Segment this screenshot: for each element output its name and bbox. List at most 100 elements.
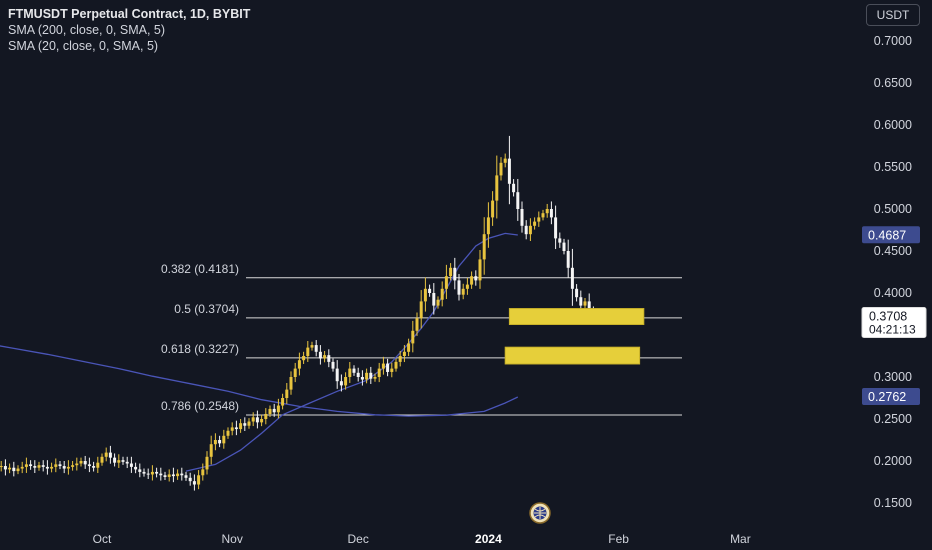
candle-body [499,162,503,176]
candle [545,203,549,218]
candle [575,284,579,302]
candle-body [419,301,423,319]
candle [331,358,335,372]
candle [554,205,558,250]
candle-body [440,288,444,300]
candle-body [188,477,192,482]
candle-body [289,377,293,390]
candle-body [163,475,167,477]
candle-body [587,301,591,314]
candle [92,461,96,472]
candle [453,257,457,290]
target-zone[interactable] [504,346,641,365]
candle-body [226,430,230,436]
candle [281,393,285,410]
globe-icon[interactable] [529,502,551,524]
candle-body [549,209,553,218]
candle [457,273,461,301]
candle [87,457,91,473]
candle [495,155,499,219]
candle [285,382,289,404]
candle-body [554,217,558,239]
sma-price-box [862,226,920,244]
candle [71,461,75,471]
candle-body [335,368,339,382]
zones [504,308,645,365]
candle [247,418,251,429]
candle [163,471,167,480]
candle-body [176,473,180,477]
sma-price-label: 0.4687 [868,228,906,242]
candle [276,398,280,419]
candle-body [402,351,406,356]
candle [268,405,272,417]
candle-body [45,466,49,469]
candle [54,458,58,473]
candle [528,218,532,242]
candle [428,284,432,297]
candle-body [54,464,58,467]
candle [62,461,66,474]
candle [226,427,230,439]
candle [188,472,192,486]
candle-body [524,225,528,235]
candle [486,202,490,248]
x-tick-label: Oct [93,532,112,546]
candle [201,463,205,481]
candle-body [436,299,440,306]
target-zone[interactable] [508,308,645,326]
y-tick-label: 0.4500 [874,244,912,258]
sma-20-legend[interactable]: SMA (20, close, 0, SMA, 5) [8,39,159,53]
candle [3,459,7,476]
candle [440,281,444,307]
candle [407,338,411,357]
candle-body [272,408,276,413]
candle [314,340,318,357]
candle-body [423,288,427,302]
candle-body [377,368,381,377]
symbol-title[interactable]: FTMUSDT Perpetual Contract, 1D, BYBIT [8,7,251,21]
candle [306,340,310,362]
x-tick-label: Mar [730,532,751,546]
candle-body [533,221,537,226]
candle [386,358,390,377]
candle-body [243,423,247,426]
candle-body [75,463,79,466]
candle [461,283,465,300]
candle-body [516,192,520,209]
candle [155,467,159,478]
candle-body [66,466,70,469]
candle-body [323,355,327,359]
candle-body [155,471,159,474]
candle [272,403,276,417]
candle [373,373,377,382]
candle-body [528,225,532,235]
candle-body [96,462,100,468]
candle-body [318,351,322,359]
candle [117,454,121,468]
fib-label: 0.382 (0.4181) [161,262,239,276]
candle [394,358,398,372]
candle [293,362,297,383]
candle [218,435,222,448]
candle [167,469,171,482]
candle-body [356,372,360,377]
candle-body [491,200,495,218]
candle-body [360,377,364,380]
currency-button[interactable]: USDT [866,4,920,26]
candle-body [537,217,541,222]
candle-body [390,368,394,372]
candle [209,435,213,465]
candle [365,368,369,384]
candle-body [264,413,268,419]
candle [436,296,440,309]
candle-body [268,408,272,414]
y-tick-label: 0.6000 [874,118,912,132]
sma-200-legend[interactable]: SMA (200, close, 0, SMA, 5) [8,23,166,37]
candle-body [297,360,301,369]
candle-body [478,259,482,281]
candle [146,468,150,479]
candle [184,471,188,481]
candle [444,264,448,300]
